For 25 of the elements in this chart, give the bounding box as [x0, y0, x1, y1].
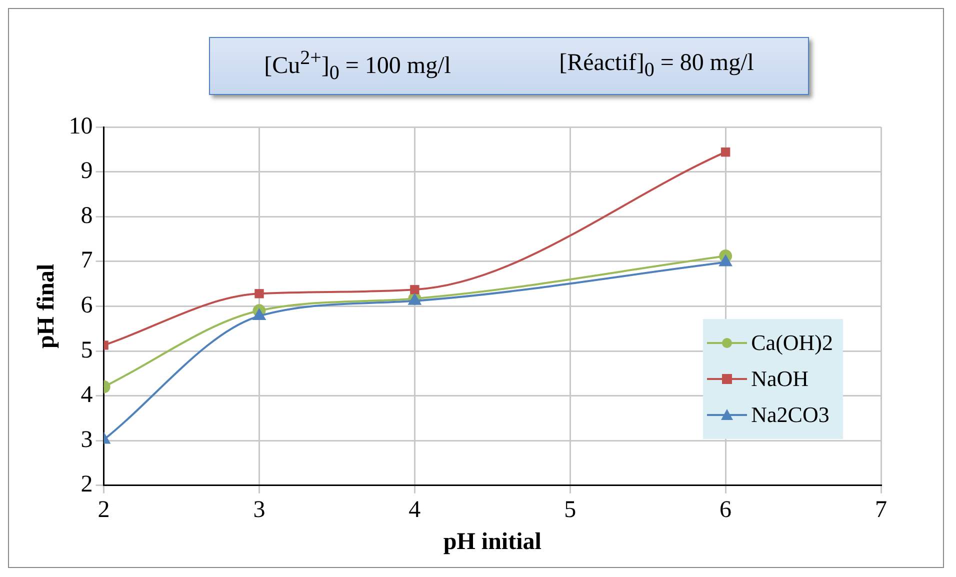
y-tick-label: 10	[68, 113, 93, 140]
legend-label: NaOH	[751, 366, 809, 392]
y-tick-label: 2	[80, 472, 93, 498]
y-axis-title: pH final	[34, 264, 60, 349]
y-tick-label: 4	[80, 382, 93, 408]
y-tick-label: 3	[80, 426, 93, 453]
point	[720, 147, 730, 157]
x-tick-label: 3	[253, 497, 266, 524]
x-tick-label: 7	[875, 497, 887, 524]
x-tick-label: 5	[564, 497, 576, 524]
y-tick-label: 9	[80, 158, 93, 184]
legend-label: Ca(OH)2	[751, 330, 833, 356]
y-tick-label: 5	[80, 337, 93, 364]
text: [Réactif]$_{0}$ = 80 mg/l	[559, 50, 754, 82]
x-tick-label: 2	[98, 497, 110, 524]
y-tick-label: 7	[80, 248, 93, 274]
x-tick-label: 4	[408, 497, 421, 524]
point	[254, 289, 264, 298]
x-tick-label: 6	[720, 497, 732, 524]
y-tick-label: 8	[80, 202, 93, 229]
y-tick-label: 6	[80, 292, 93, 318]
text: [Cu$^{2+}$]$_{0}$ = 100 mg/l	[264, 47, 451, 85]
legend-label: Na2CO3	[751, 402, 830, 428]
x-axis-title: pH initial	[443, 528, 542, 555]
point	[410, 285, 420, 294]
